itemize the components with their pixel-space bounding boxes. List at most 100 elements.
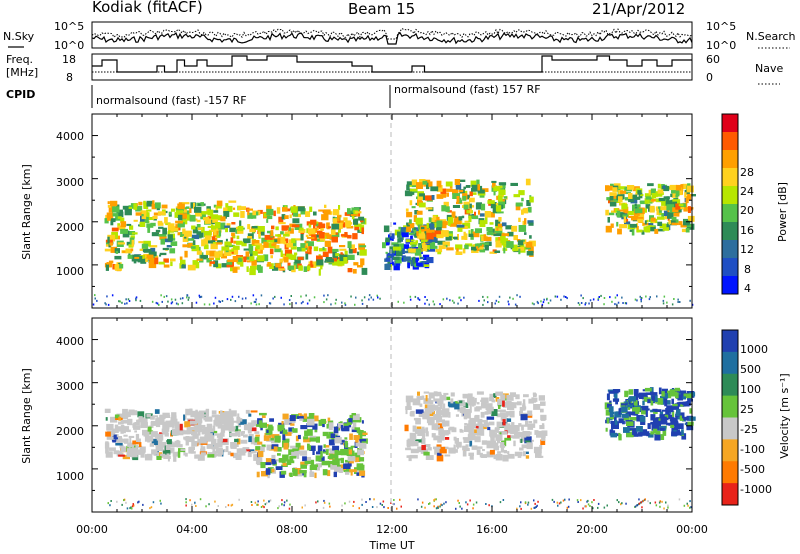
- heatmap-cell: [632, 429, 638, 435]
- heatmap-cell: [646, 219, 649, 223]
- heatmap-cell: [474, 243, 480, 247]
- heatmap-cell: [250, 451, 255, 454]
- heatmap-cell: [474, 407, 480, 412]
- heatmap-cell: [200, 295, 203, 298]
- heatmap-cell: [418, 298, 421, 301]
- heatmap-cell: [320, 418, 326, 424]
- heatmap-cell: [491, 409, 498, 416]
- heatmap-cell: [531, 397, 538, 402]
- heatmap-cell: [347, 422, 352, 425]
- heatmap-cell: [184, 438, 191, 441]
- heatmap-cell: [278, 222, 286, 225]
- heatmap-cell: [306, 228, 309, 234]
- heatmap-cell: [325, 257, 333, 260]
- heatmap-cell: [472, 231, 480, 238]
- heatmap-cell: [589, 299, 592, 302]
- heatmap-cell: [292, 224, 300, 228]
- heatmap-cell: [422, 244, 428, 252]
- heatmap-cell: [216, 242, 223, 245]
- heatmap-cell: [638, 498, 640, 501]
- heatmap-cell: [627, 416, 630, 422]
- heatmap-cell: [114, 414, 120, 419]
- heatmap-cell: [525, 440, 531, 443]
- heatmap-cell: [135, 299, 137, 302]
- heatmap-cell: [502, 454, 509, 462]
- heatmap-cell: [645, 204, 651, 209]
- heatmap-cell: [479, 242, 482, 246]
- heatmap-cell: [229, 432, 238, 437]
- heatmap-cell: [209, 262, 212, 267]
- heatmap-cell: [183, 415, 187, 420]
- heatmap-cell: [408, 455, 412, 462]
- heatmap-cell: [335, 298, 337, 301]
- heatmap-cell: [625, 502, 627, 505]
- heatmap-cell: [657, 216, 665, 220]
- heatmap-cell: [650, 414, 656, 421]
- heatmap-cell: [434, 447, 441, 455]
- heatmap-cell: [430, 186, 439, 192]
- heatmap-cell: [469, 405, 472, 412]
- heatmap-cell: [231, 295, 234, 298]
- heatmap-cell: [224, 250, 232, 256]
- heatmap-cell: [177, 203, 185, 210]
- heatmap-cell: [219, 432, 225, 437]
- heatmap-cell: [406, 181, 412, 186]
- heatmap-cell: [464, 220, 470, 223]
- velocity-panel: 4000 3000 2000 1000 Slant Range [km] 100…: [20, 317, 791, 513]
- heatmap-cell: [196, 219, 201, 223]
- heatmap-cell: [662, 302, 665, 305]
- heatmap-cell: [329, 448, 337, 454]
- heatmap-cell: [322, 469, 328, 476]
- heatmap-cell: [434, 424, 437, 431]
- heatmap-cell: [341, 301, 343, 304]
- heatmap-cell: [419, 403, 423, 407]
- heatmap-cell: [282, 207, 288, 212]
- heatmap-cell: [416, 426, 422, 432]
- heatmap-cell: [210, 224, 214, 228]
- cpid-segment-2: normalsound (fast) 157 RF: [394, 83, 541, 96]
- heatmap-cell: [533, 303, 535, 306]
- heatmap-cell: [337, 450, 343, 456]
- heatmap-cell: [683, 393, 692, 399]
- heatmap-cell: [662, 428, 667, 436]
- heatmap-cell: [621, 406, 628, 413]
- heatmap-cell: [509, 410, 515, 418]
- heatmap-cell: [188, 296, 190, 299]
- heatmap-cell: [258, 266, 263, 273]
- heatmap-cell: [414, 428, 423, 434]
- heatmap-cell: [201, 226, 205, 233]
- heatmap-cell: [261, 444, 266, 448]
- heatmap-cell: [479, 246, 484, 250]
- heatmap-cell: [452, 449, 458, 453]
- heatmap-cell: [618, 501, 620, 504]
- heatmap-cell: [432, 215, 437, 222]
- heatmap-cell: [501, 431, 507, 435]
- heatmap-cell: [337, 423, 344, 428]
- power-colorbar: [721, 113, 739, 295]
- heatmap-cell: [236, 416, 241, 424]
- heatmap-cell: [687, 215, 695, 222]
- heatmap-cell: [268, 500, 270, 503]
- heatmap-cell: [149, 245, 158, 248]
- heatmap-cell: [115, 443, 123, 446]
- heatmap-cell: [482, 303, 484, 306]
- heatmap-cell: [238, 419, 247, 425]
- heatmap-cell: [593, 499, 595, 501]
- vel-cbar-tick-neg1000: -1000: [740, 483, 772, 496]
- heatmap-cell: [317, 500, 319, 503]
- heatmap-cell: [265, 468, 271, 475]
- heatmap-cell: [451, 211, 456, 219]
- heatmap-cell: [246, 266, 249, 272]
- heatmap-cell: [551, 498, 554, 501]
- heatmap-cell: [361, 498, 363, 501]
- heatmap-cell: [125, 248, 133, 254]
- heatmap-cell: [648, 433, 654, 438]
- heatmap-cell: [297, 247, 302, 252]
- heatmap-cell: [527, 501, 530, 504]
- heatmap-cell: [164, 217, 168, 224]
- power-cbar-tick-20: 20: [740, 204, 754, 217]
- heatmap-cell: [560, 298, 562, 301]
- heatmap-cell: [304, 504, 306, 507]
- heatmap-cell: [167, 442, 175, 448]
- heatmap-cell: [224, 241, 232, 246]
